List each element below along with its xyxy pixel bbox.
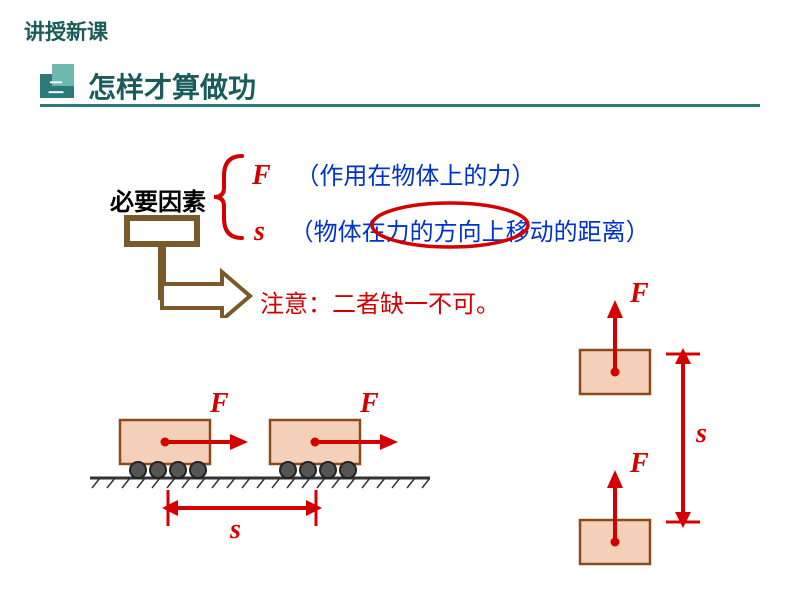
cart-F2-label: F <box>360 388 379 420</box>
cart-F1-label: F <box>210 388 229 420</box>
note-text: 注意：二者缺一不可。 <box>260 284 500 319</box>
factor-s-symbol: s <box>254 216 265 247</box>
cart-s-label: s <box>230 514 241 546</box>
emphasis-ellipse-icon <box>365 198 535 252</box>
section-badge-number: 二 <box>48 74 64 98</box>
section-title: 怎样才算做功 <box>88 66 256 106</box>
factor-F-symbol: F <box>252 160 271 191</box>
vertical-diagram <box>570 290 750 580</box>
connector-arrow-icon <box>114 214 254 318</box>
cart-diagram <box>90 380 430 540</box>
vert-F2-label: F <box>630 448 649 480</box>
factor-F-row: F （作用在物体上的力） <box>252 156 535 192</box>
factor-F-desc: （作用在物体上的力） <box>295 163 535 190</box>
factors-label: 必要因素 <box>110 182 206 217</box>
section-underline <box>40 104 760 107</box>
vert-s-label: s <box>696 418 707 450</box>
vert-F1-label: F <box>630 278 649 310</box>
lesson-header: 讲授新课 <box>24 16 108 46</box>
